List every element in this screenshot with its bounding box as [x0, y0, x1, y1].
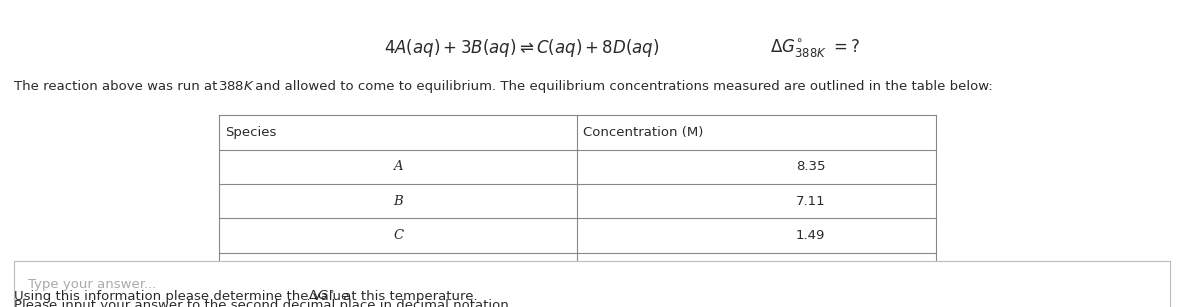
Text: $\Delta G^{\circ}$: $\Delta G^{\circ}$: [308, 290, 334, 303]
Text: Using this information please determine the value: Using this information please determine …: [14, 290, 353, 302]
Text: 0.98: 0.98: [796, 263, 825, 276]
Text: Concentration (M): Concentration (M): [583, 126, 704, 139]
Text: B: B: [393, 195, 403, 208]
Text: 1.49: 1.49: [796, 229, 825, 242]
Text: Species: Species: [225, 126, 276, 139]
Text: and allowed to come to equilibrium. The equilibrium concentrations measured are : and allowed to come to equilibrium. The …: [251, 80, 993, 93]
Text: C: C: [393, 229, 403, 242]
Text: $\Delta G^{\circ}_{388K}\ =?$: $\Delta G^{\circ}_{388K}\ =?$: [770, 37, 860, 59]
Text: A: A: [393, 160, 403, 173]
Text: $388\mathit{K}$: $388\mathit{K}$: [218, 80, 255, 93]
Text: 7.11: 7.11: [795, 195, 825, 208]
Text: Type your answer...: Type your answer...: [28, 278, 156, 291]
Text: The reaction above was run at: The reaction above was run at: [14, 80, 222, 93]
Text: at this temperature.: at this temperature.: [339, 290, 478, 302]
Text: Please input your answer to the second decimal place in decimal notation.: Please input your answer to the second d…: [14, 299, 513, 307]
Text: D: D: [393, 263, 403, 276]
Text: 8.35: 8.35: [796, 160, 825, 173]
Text: $4A(aq) + 3B(aq) \rightleftharpoons C(aq) + 8D(aq)$: $4A(aq) + 3B(aq) \rightleftharpoons C(aq…: [384, 37, 659, 59]
